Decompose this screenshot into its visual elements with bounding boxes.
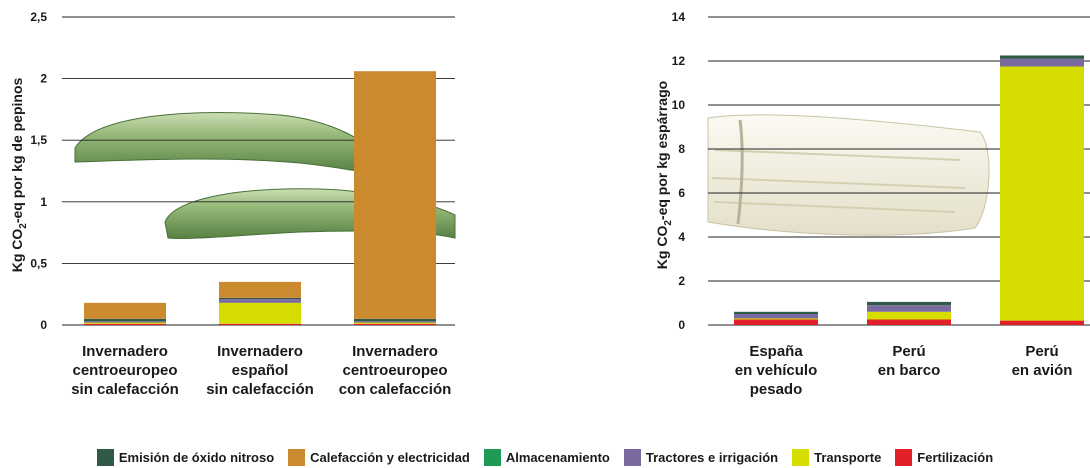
y-tick-label: 8 bbox=[678, 142, 685, 156]
category-label: Invernadero bbox=[217, 343, 303, 360]
bar-segment-transporte bbox=[734, 318, 818, 320]
y-tick-label: 2,5 bbox=[30, 10, 47, 24]
category-label: Invernadero bbox=[352, 343, 438, 360]
category-label: centroeuropeo bbox=[342, 362, 447, 379]
category-label: centroeuropeo bbox=[72, 362, 177, 379]
y-tick-label: 0,5 bbox=[30, 256, 47, 270]
y-tick-label: 2 bbox=[678, 274, 685, 288]
category-label: Perú bbox=[1025, 343, 1058, 360]
category-label: con calefacción bbox=[339, 381, 452, 398]
bar-segment-tractores-e-irrigación bbox=[1000, 58, 1084, 67]
bar-segment-transporte bbox=[1000, 66, 1084, 321]
legend: Emisión de óxido nitroso Calefacción y el… bbox=[0, 447, 1090, 467]
legend-swatch bbox=[288, 448, 306, 466]
cucumber-chart: 0 0,5 1 1,5 2 2,5 Invernadero centroeuropeo sin … bbox=[9, 10, 455, 398]
bar-segment-calefacción-y-electricidad bbox=[84, 302, 166, 319]
category-label: español bbox=[232, 362, 289, 379]
bar-segment-calefacción-y-electricidad bbox=[354, 71, 436, 319]
category-label: Perú bbox=[892, 343, 925, 360]
y-tick-label: 6 bbox=[678, 186, 685, 200]
bar-segment-fertilización bbox=[354, 323, 436, 325]
bar-segment-transporte bbox=[84, 322, 166, 324]
y-tick-label: 2 bbox=[40, 72, 47, 86]
y-tick-label: 12 bbox=[672, 54, 686, 68]
category-label: en vehículo bbox=[735, 362, 818, 379]
category-label: sin calefacción bbox=[206, 381, 314, 398]
legend-label: Tractores e irrigación bbox=[645, 449, 779, 465]
y-tick-label: 4 bbox=[678, 230, 685, 244]
bar-segment-fertilización bbox=[734, 319, 818, 325]
bar-segment-emisión-de-óxido-nitroso bbox=[219, 297, 301, 300]
bar-segment-tractores-e-irrigación bbox=[219, 299, 301, 303]
legend-swatch bbox=[792, 448, 810, 466]
bar-segment-fertilización bbox=[219, 323, 301, 325]
legend-item: Tractores e irrigación bbox=[623, 448, 779, 466]
category-label: pesado bbox=[750, 381, 803, 398]
legend-item: Almacenamiento bbox=[483, 448, 610, 466]
legend-item: Calefacción y electricidad bbox=[288, 448, 470, 466]
asparagus-chart: 0 2 4 6 8 10 12 14 España en vehículo pesado Perú en… bbox=[654, 10, 1090, 398]
category-label: Invernadero bbox=[82, 343, 168, 360]
charts-canvas: 0 0,5 1 1,5 2 2,5 Invernadero centroeuropeo sin … bbox=[9, 10, 1090, 398]
bar-segment-transporte bbox=[219, 302, 301, 324]
legend-label: Fertilización bbox=[917, 449, 994, 465]
bar-segment-fertilización bbox=[1000, 320, 1084, 325]
bar-segment-emisión-de-óxido-nitroso bbox=[867, 301, 951, 306]
legend-swatch bbox=[895, 448, 913, 466]
y-tick-label: 0 bbox=[678, 318, 685, 332]
legend-item: Fertilización bbox=[895, 448, 994, 466]
y-tick-label: 0 bbox=[40, 318, 47, 332]
legend-label: Almacenamiento bbox=[505, 449, 610, 465]
y-tick-label: 10 bbox=[672, 98, 686, 112]
bar-segment-emisión-de-óxido-nitroso bbox=[734, 311, 818, 314]
y-axis-title: Kg CO2-eq por kg de pepinos bbox=[9, 78, 29, 273]
bar-segment-fertilización bbox=[867, 319, 951, 325]
legend-label: Emisión de óxido nitroso bbox=[118, 449, 275, 465]
bar-segment-emisión-de-óxido-nitroso bbox=[1000, 55, 1084, 59]
asparagus-illustration bbox=[707, 114, 990, 236]
legend-label: Transporte bbox=[814, 449, 882, 465]
legend-item: Transporte bbox=[792, 448, 882, 466]
legend-swatch bbox=[96, 448, 114, 466]
bar-segment-tractores-e-irrigación bbox=[734, 314, 818, 319]
category-label: sin calefacción bbox=[71, 381, 179, 398]
bar-segment-tractores-e-irrigación bbox=[354, 321, 436, 323]
y-tick-label: 1,5 bbox=[30, 133, 47, 147]
bar-segment-tractores-e-irrigación bbox=[867, 305, 951, 312]
category-label: en avión bbox=[1012, 362, 1073, 379]
y-tick-label: 1 bbox=[40, 195, 47, 209]
bar-segment-fertilización bbox=[84, 323, 166, 325]
bar-segment-emisión-de-óxido-nitroso bbox=[354, 318, 436, 322]
bar-segment-transporte bbox=[354, 322, 436, 324]
category-label: España bbox=[749, 343, 803, 360]
y-tick-label: 14 bbox=[672, 10, 686, 24]
legend-swatch bbox=[623, 448, 641, 466]
bar-segment-emisión-de-óxido-nitroso bbox=[84, 318, 166, 322]
y-axis-title: Kg CO2-eq por kg espárrago bbox=[654, 81, 674, 269]
category-label: en barco bbox=[878, 362, 941, 379]
bar-segment-tractores-e-irrigación bbox=[84, 321, 166, 323]
legend-label: Calefacción y electricidad bbox=[310, 449, 470, 465]
legend-swatch bbox=[483, 448, 501, 466]
legend-item: Emisión de óxido nitroso bbox=[96, 448, 275, 466]
bar-segment-transporte bbox=[867, 311, 951, 320]
bar-segment-calefacción-y-electricidad bbox=[219, 281, 301, 298]
